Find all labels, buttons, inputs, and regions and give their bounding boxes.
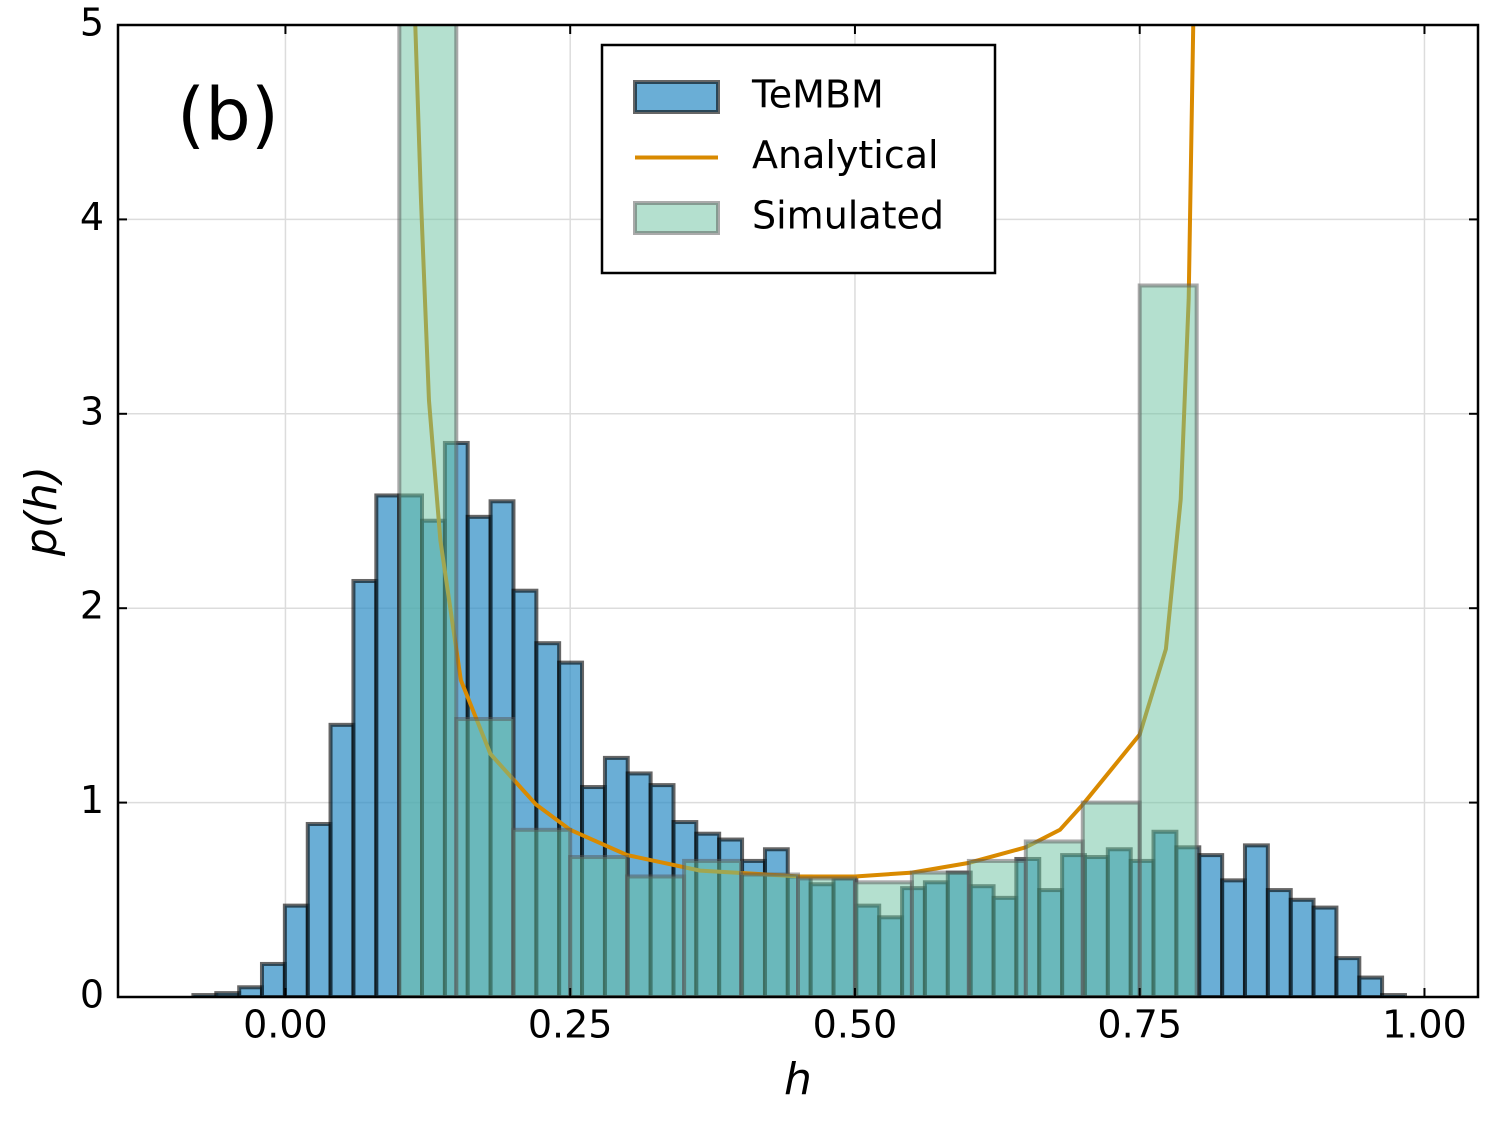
legend-swatch [633, 201, 720, 235]
axes-frame [116, 23, 1480, 999]
x-tick-label: 0.50 [813, 1003, 898, 1047]
x-axis-label: h [784, 1054, 812, 1105]
histogram-bar [852, 880, 914, 997]
histogram-bar [511, 827, 573, 997]
histogram-bar [1311, 905, 1339, 997]
y-tick-label: 2 [80, 584, 104, 628]
histogram-bar [1357, 975, 1385, 997]
plot-area [191, 25, 1407, 997]
histogram-bar [351, 578, 379, 997]
legend-label: Analytical [752, 133, 939, 177]
histogram-bar [796, 876, 857, 997]
histogram-bar [282, 903, 310, 997]
y-tick-label: 4 [80, 195, 104, 239]
legend: TeMBM Analytical Simulated [600, 43, 997, 275]
legend-label: Simulated [752, 194, 944, 238]
histogram-bar [1220, 878, 1247, 997]
histogram-bar [305, 821, 333, 997]
y-tick-label: 5 [80, 1, 104, 45]
histogram-bar [1242, 843, 1270, 997]
x-tick-label: 0.75 [1097, 1003, 1182, 1047]
legend-swatch [633, 80, 720, 114]
y-axis-label: p(h) [16, 466, 67, 557]
histogram-bar [454, 717, 516, 997]
histogram-bar [1197, 853, 1225, 997]
histogram-bar [1137, 283, 1199, 997]
panel-label: (b) [177, 73, 279, 157]
histogram-bar [1023, 839, 1085, 997]
histogram-bar [568, 855, 630, 997]
x-tick-label: 1.00 [1382, 1003, 1467, 1047]
histogram-bar [1265, 888, 1293, 997]
histogram-bar [909, 870, 971, 997]
legend-label: TeMBM [751, 73, 884, 117]
histogram-bar [625, 874, 687, 997]
histogram-bar [1334, 956, 1362, 997]
ticks: 0.00 0.25 0.50 0.75 1.00 0 1 2 3 4 5 [80, 1, 1478, 1047]
y-tick-label: 3 [80, 389, 104, 433]
histogram-bar [397, 25, 459, 997]
histogram-bar [682, 858, 744, 997]
histogram-bar [1288, 897, 1316, 997]
y-tick-label: 1 [80, 778, 104, 822]
x-tick-label: 0.25 [528, 1003, 613, 1047]
histogram-bar [966, 858, 1028, 997]
histogram-bar [1080, 800, 1142, 997]
histogram-bar [739, 872, 801, 997]
histogram-bar [259, 961, 287, 997]
x-tick-label: 0.00 [243, 1003, 328, 1047]
histogram-bar [328, 722, 356, 997]
histogram-bar [374, 493, 402, 997]
histogram-bar [237, 985, 264, 997]
y-tick-label: 0 [80, 973, 104, 1017]
